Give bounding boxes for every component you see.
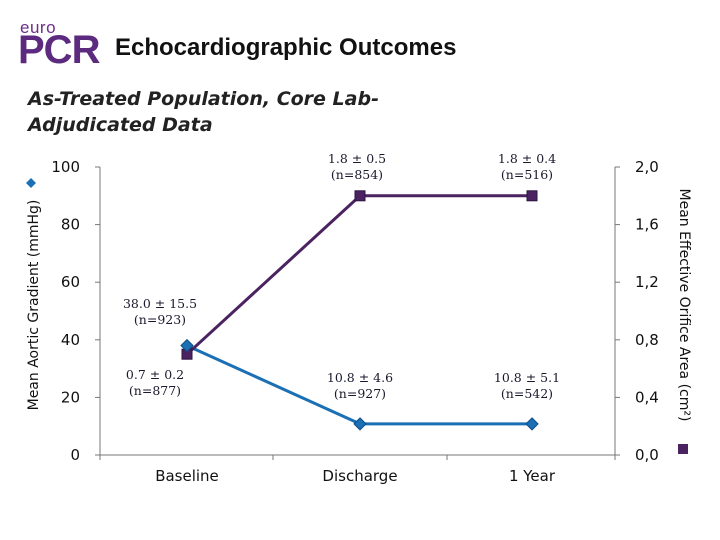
gradient-data-label: (n=542) — [501, 386, 553, 401]
eoa-legend-marker — [678, 444, 688, 454]
gradient-data-label: (n=927) — [334, 386, 386, 401]
eoa-data-label: (n=854) — [331, 167, 383, 182]
gradient-point — [525, 417, 539, 431]
slide-title: Echocardiographic Outcomes — [115, 34, 457, 61]
gradient-data-label: 10.8 ± 4.6 — [327, 370, 393, 385]
left-tick-label: 20 — [61, 388, 80, 406]
eoa-data-label: (n=516) — [501, 167, 553, 182]
eoa-point — [526, 190, 538, 202]
right-tick-label: 0,8 — [635, 331, 659, 349]
gradient-data-label: 10.8 ± 5.1 — [494, 370, 560, 385]
gradient-data-label: (n=923) — [134, 312, 186, 327]
left-tick-label: 60 — [61, 273, 80, 291]
europcr-logo: euro PCR — [18, 18, 102, 70]
x-tick-label: 1 Year — [509, 467, 556, 485]
left-tick-label: 80 — [61, 216, 80, 234]
right-tick-label: 2,0 — [635, 158, 659, 176]
right-tick-label: 0,4 — [635, 388, 659, 406]
slide-subtitle: As-Treated Population, Core Lab-Adjudica… — [28, 88, 379, 136]
right-axis-title: Mean Effective Orifice Area (cm²) — [676, 189, 692, 422]
eoa-data-label: 1.8 ± 0.5 — [328, 151, 386, 166]
logo-pcr-text: PCR — [18, 28, 100, 72]
x-tick-label: Discharge — [322, 467, 397, 485]
left-tick-label: 0 — [70, 446, 80, 464]
gradient-point — [180, 338, 194, 353]
gradient-data-label: 38.0 ± 15.5 — [123, 296, 197, 311]
left-tick-label: 40 — [61, 331, 80, 349]
eoa-series-line — [185, 194, 532, 356]
right-tick-label: 0,0 — [635, 446, 659, 464]
logo-euro-text: euro — [20, 18, 57, 37]
eoa-data-label: 0.7 ± 0.2 — [126, 367, 184, 382]
left-axis-title: Mean Aortic Gradient (mmHg) — [26, 200, 42, 411]
eoa-point — [354, 190, 366, 202]
gradient-legend-marker — [26, 178, 36, 188]
right-tick-label: 1,6 — [635, 216, 659, 234]
x-tick-label: Baseline — [155, 467, 219, 485]
eoa-data-label: (n=877) — [129, 383, 181, 398]
eoa-data-label: 1.8 ± 0.4 — [498, 151, 556, 166]
right-tick-label: 1,2 — [635, 273, 659, 291]
left-tick-label: 100 — [51, 158, 80, 176]
gradient-point — [353, 417, 367, 431]
